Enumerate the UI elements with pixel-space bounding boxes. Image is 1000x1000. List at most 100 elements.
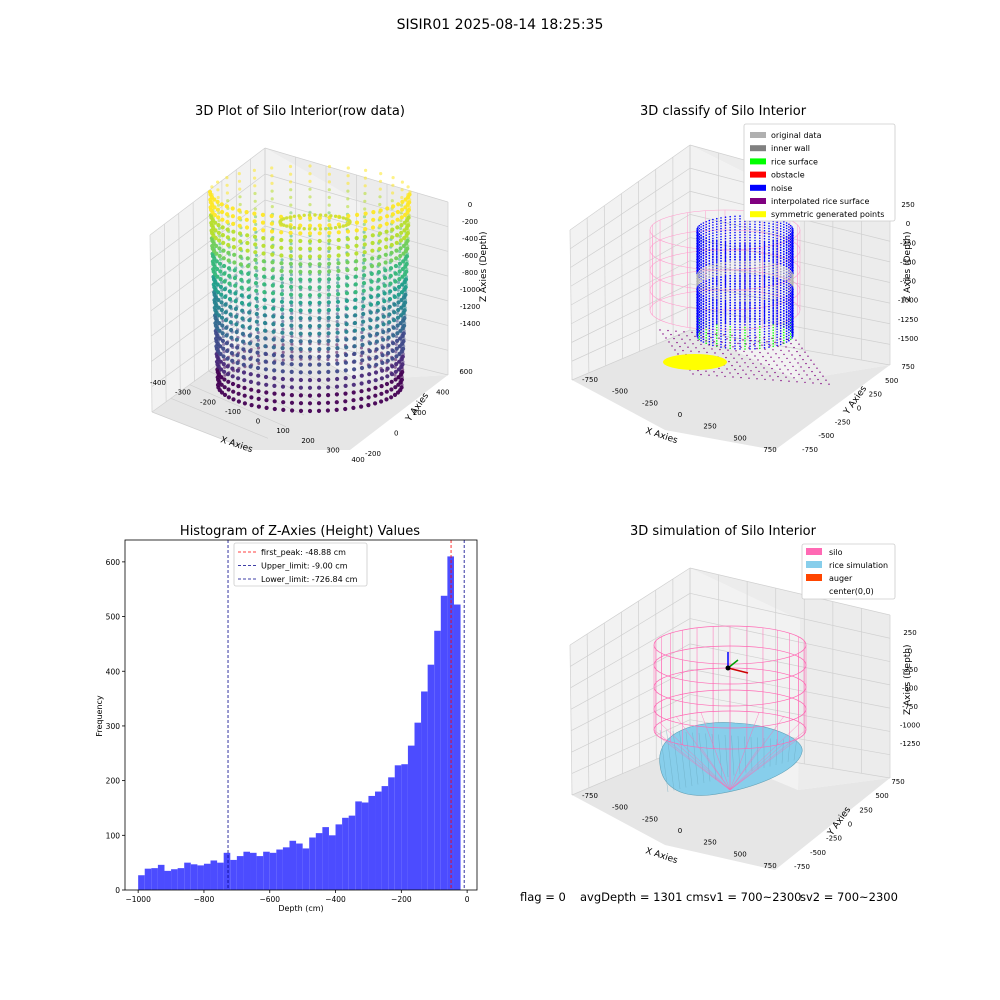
- data-point: [399, 203, 404, 207]
- classified-point: [789, 273, 792, 275]
- classified-point: [772, 293, 774, 295]
- classified-point: [763, 298, 766, 301]
- data-point: [336, 273, 340, 277]
- classified-point: [779, 306, 782, 308]
- classified-point: [702, 316, 705, 318]
- classified-point: [791, 273, 794, 276]
- data-point: [224, 204, 229, 209]
- classified-point: [696, 313, 699, 316]
- classified-point: [759, 226, 761, 229]
- classified-point: [720, 219, 722, 222]
- classified-point: [720, 246, 722, 249]
- classified-point: [745, 343, 747, 345]
- classified-point: [698, 313, 701, 316]
- data-point: [234, 337, 239, 342]
- classified-point: [791, 235, 794, 238]
- classified-point: [700, 239, 702, 242]
- legend-label: noise: [771, 184, 792, 193]
- classified-point: [764, 378, 766, 381]
- classified-point: [724, 256, 727, 259]
- classified-point: [749, 348, 751, 350]
- data-point: [279, 284, 284, 289]
- classified-point: [728, 360, 730, 363]
- classified-point: [791, 304, 793, 306]
- data-point: [389, 250, 394, 255]
- classified-point: [712, 333, 714, 336]
- classified-point: [791, 287, 794, 289]
- classified-point: [751, 351, 753, 353]
- classified-point: [754, 323, 756, 326]
- classified-point: [749, 334, 751, 337]
- classified-point: [789, 257, 792, 259]
- classified-point: [763, 271, 766, 274]
- classified-point: [754, 239, 756, 242]
- classified-point: [788, 317, 790, 320]
- classified-point: [759, 253, 761, 256]
- classified-point: [720, 238, 722, 241]
- classified-point: [700, 339, 702, 342]
- classified-point: [716, 269, 718, 271]
- classified-point: [716, 255, 718, 258]
- classified-point: [716, 375, 718, 377]
- data-point: [263, 344, 268, 349]
- classified-point: [772, 297, 774, 299]
- data-point: [290, 327, 294, 331]
- classified-point: [729, 372, 731, 374]
- classified-point: [776, 275, 778, 277]
- classified-point: [720, 346, 722, 348]
- classified-point: [720, 276, 722, 278]
- classified-point: [716, 326, 718, 329]
- classified-point: [739, 312, 741, 314]
- data-point: [335, 376, 340, 382]
- classified-point: [779, 281, 782, 284]
- classified-point: [696, 257, 699, 259]
- data-point: [249, 403, 254, 408]
- classified-point: [785, 235, 788, 238]
- z-tick-label: -250: [900, 239, 916, 247]
- data-point: [383, 275, 388, 281]
- data-point: [253, 176, 257, 180]
- data-point: [222, 263, 227, 269]
- data-point: [326, 377, 331, 382]
- classified-point: [789, 262, 792, 265]
- classified-point: [740, 346, 742, 349]
- data-point: [302, 227, 306, 231]
- data-point: [395, 390, 401, 395]
- classified-point: [696, 292, 699, 294]
- data-point: [362, 230, 366, 234]
- classified-point: [744, 289, 746, 291]
- data-point: [307, 269, 313, 275]
- classified-point: [783, 226, 785, 228]
- classified-point: [716, 297, 718, 299]
- classified-point: [696, 322, 699, 324]
- classified-point: [729, 326, 731, 328]
- point-cloud: [207, 164, 412, 414]
- classified-point: [697, 290, 699, 293]
- classified-point: [720, 273, 722, 276]
- classified-point: [768, 265, 770, 268]
- classified-point: [811, 370, 813, 373]
- data-point: [290, 350, 294, 354]
- classified-point: [697, 250, 699, 253]
- classified-point: [788, 312, 790, 314]
- data-point: [394, 248, 399, 253]
- classified-point: [724, 279, 727, 282]
- classified-point: [783, 326, 785, 328]
- classified-point: [702, 227, 705, 230]
- classified-point: [768, 346, 770, 348]
- data-point: [326, 300, 331, 305]
- classified-point: [763, 285, 766, 287]
- data-point: [375, 324, 380, 329]
- classified-point: [705, 293, 707, 296]
- classified-point: [729, 294, 731, 296]
- data-point: [334, 392, 339, 397]
- classified-point: [697, 307, 699, 309]
- z-tick-label: -400: [462, 235, 478, 243]
- data-point: [396, 367, 402, 372]
- y-tick-label: -200: [365, 450, 381, 458]
- classified-point: [705, 285, 707, 288]
- classified-point: [788, 309, 790, 312]
- data-point: [381, 337, 386, 342]
- classified-point: [763, 281, 766, 283]
- data-point: [281, 400, 286, 405]
